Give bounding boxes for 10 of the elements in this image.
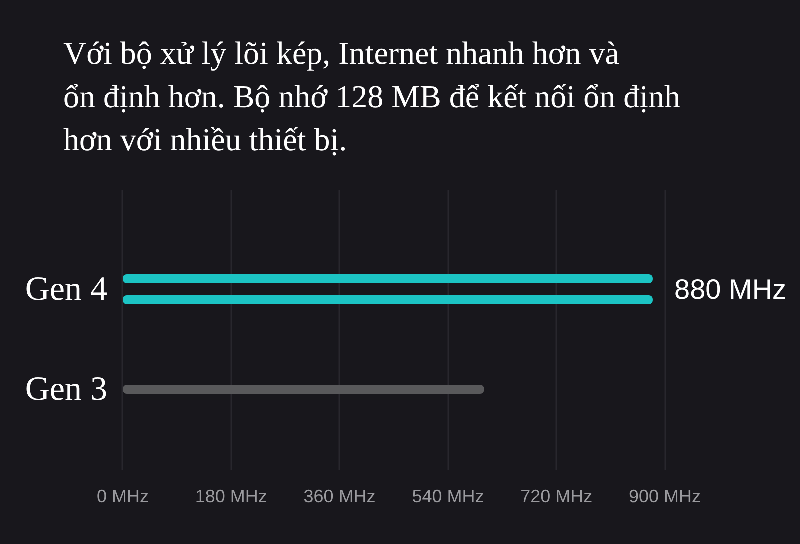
x-tick-label: 0 MHz — [96, 486, 150, 506]
y-tick-label: Gen 3 — [25, 371, 108, 408]
x-tick-label: 360 MHz — [304, 486, 376, 506]
data-label: 880 MHz — [674, 274, 787, 305]
y-tick-label: Gen 4 — [25, 271, 108, 308]
chart-title: Với bộ xử lý lõi kép, Internet nhanh hơn và ổn định hơn. Bộ nhớ 128 MB để kết nối ổn định hơn với nhiều thiết bị. — [64, 35, 680, 158]
x-tick-label: 900 MHz — [628, 486, 702, 506]
x-tick-label: 720 MHz — [520, 486, 593, 506]
x-tick-label: 180 MHz — [195, 486, 268, 506]
x-tick-label: 540 MHz — [412, 486, 484, 506]
